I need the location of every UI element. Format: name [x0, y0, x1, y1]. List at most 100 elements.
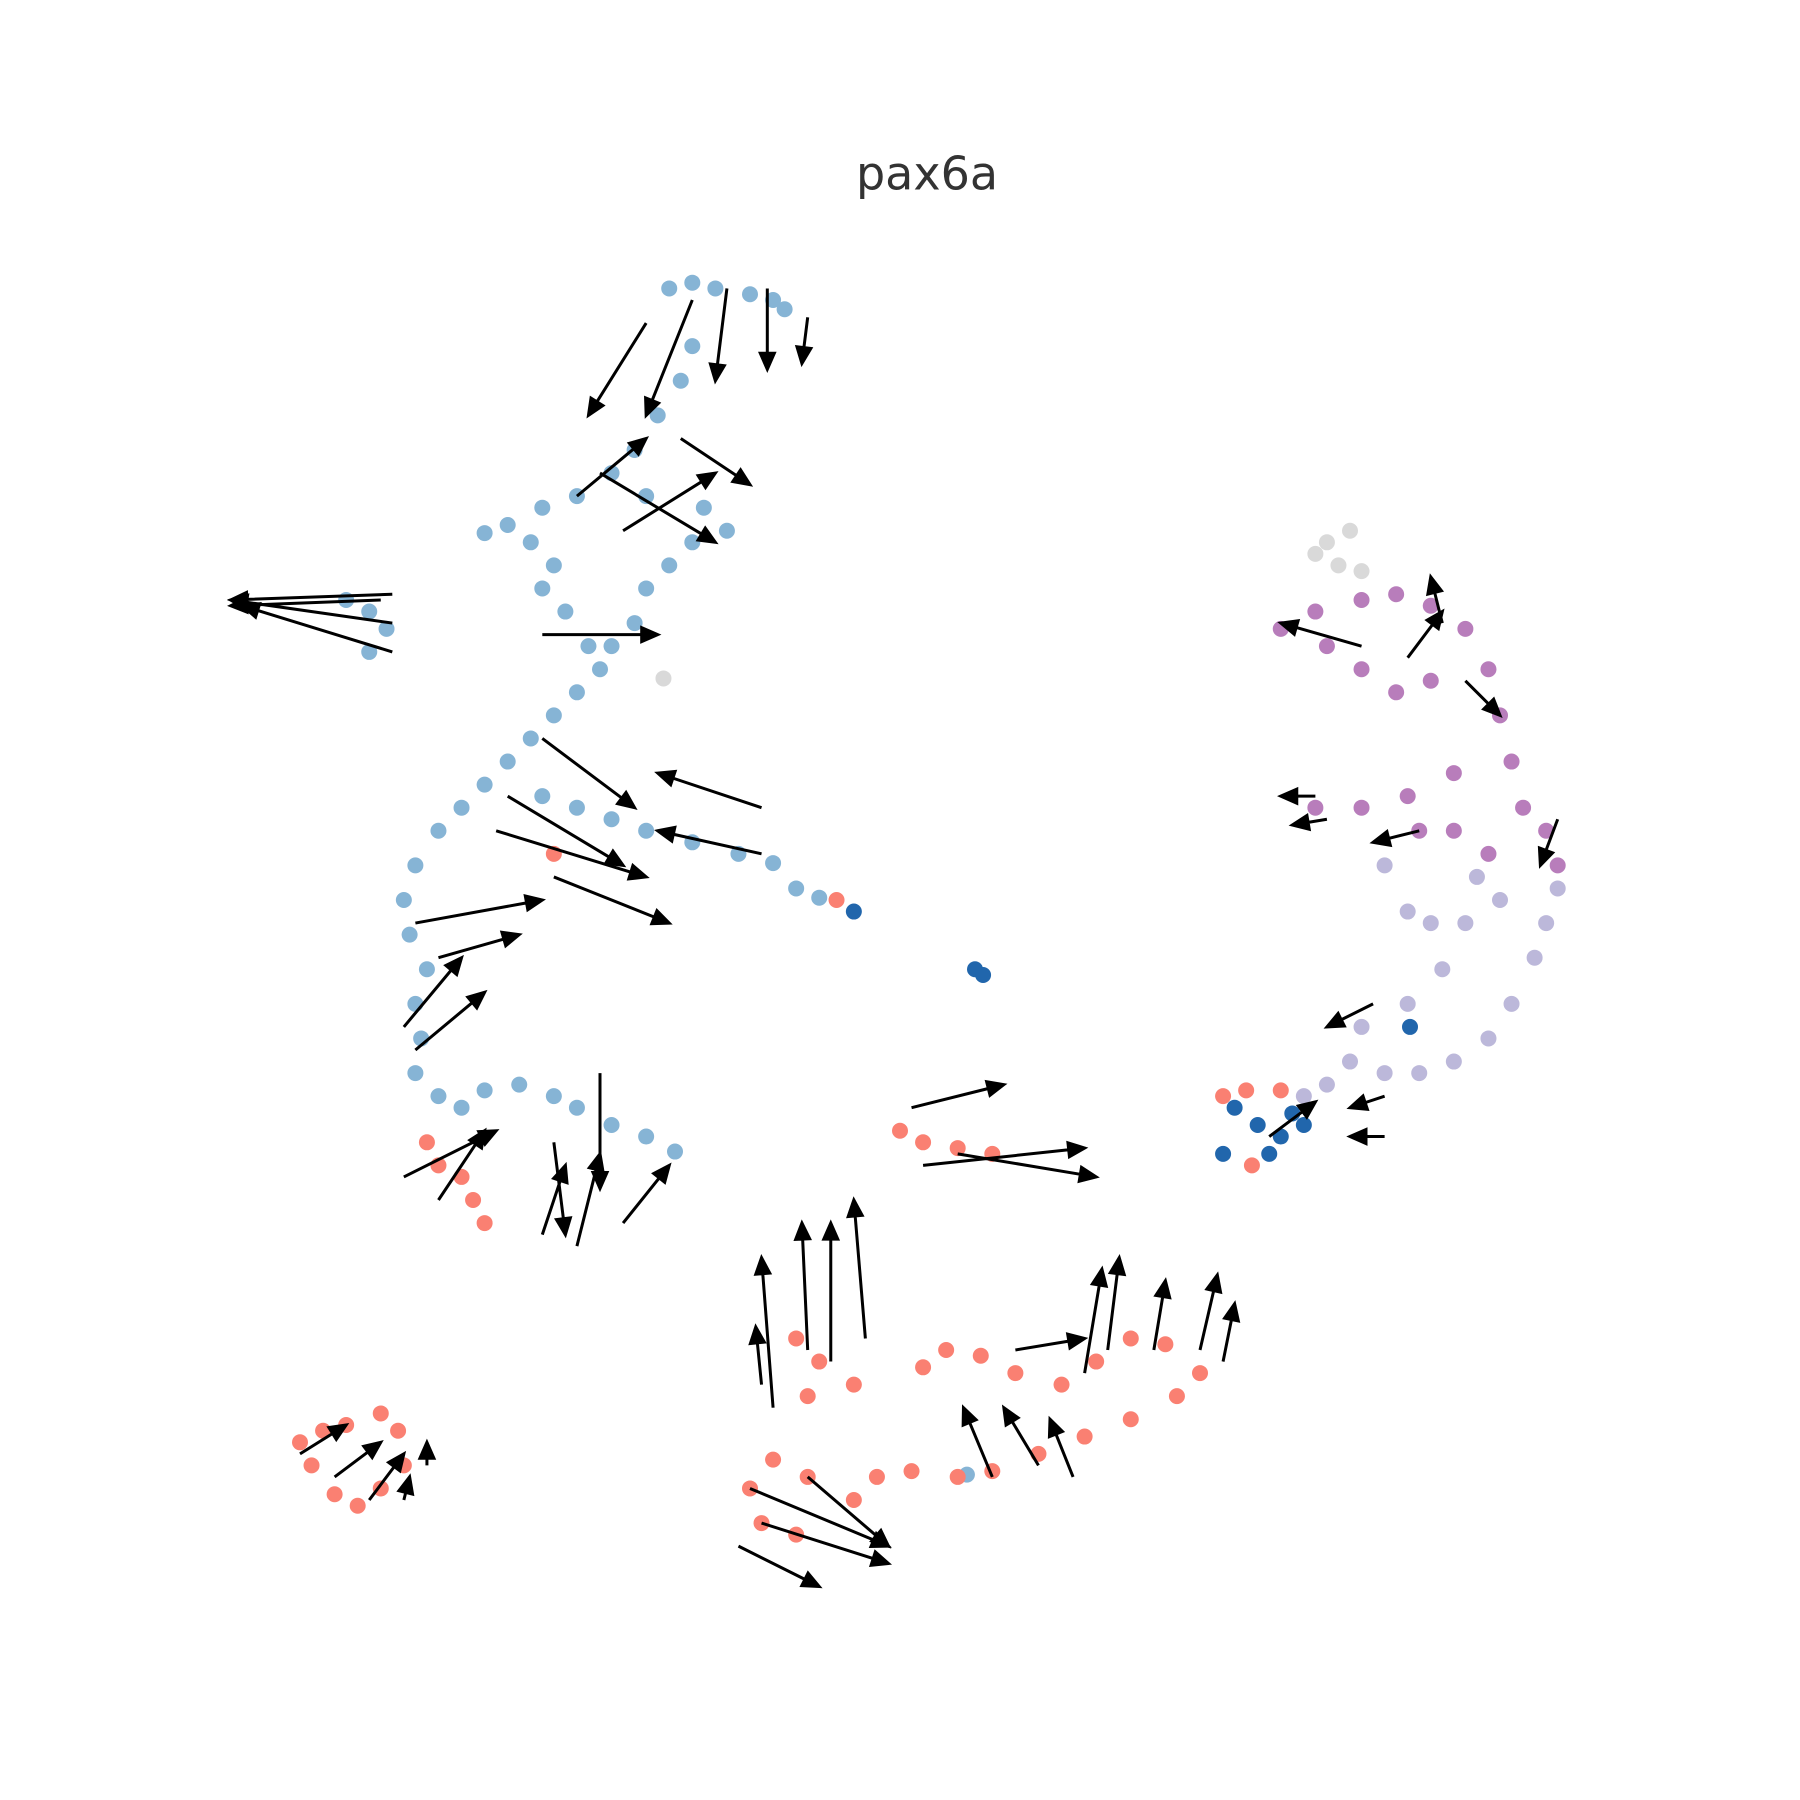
velocity-arrow: [793, 1219, 813, 1351]
cell-point: [1353, 563, 1370, 580]
velocity-arrow: [1047, 1415, 1075, 1478]
cell-point: [811, 1353, 828, 1370]
cell-point: [418, 1134, 435, 1151]
cell-point: [672, 372, 689, 389]
velocity-arrow: [599, 471, 719, 545]
cell-point: [1526, 949, 1543, 966]
cell-point: [1295, 1088, 1312, 1105]
cell-point: [1353, 661, 1370, 678]
cell-point: [303, 1457, 320, 1474]
cell-point: [1007, 1365, 1024, 1382]
cell-point: [742, 286, 758, 303]
cell-point: [799, 1388, 816, 1405]
velocity-arrow: [753, 1253, 775, 1408]
cell-point: [522, 730, 539, 747]
cell-point: [390, 1422, 407, 1439]
cell-point: [1318, 638, 1335, 655]
cell-point: [395, 892, 412, 908]
velocity-arrow: [1346, 1127, 1385, 1146]
cell-point: [638, 1128, 655, 1145]
cell-point: [1330, 557, 1347, 574]
velocity-arrow: [299, 1423, 350, 1456]
cell-point: [788, 1330, 805, 1347]
cell-point: [592, 661, 608, 678]
cell-point: [1422, 672, 1439, 689]
cell-point: [1342, 522, 1358, 539]
velocity-arrow: [1277, 786, 1316, 806]
cell-point: [1538, 822, 1555, 839]
velocity-arrow: [541, 737, 638, 810]
cell-point: [892, 1122, 908, 1139]
velocity-arrow: [821, 1219, 841, 1362]
cell-point: [603, 811, 620, 828]
velocity-arrow: [414, 989, 488, 1052]
cell-point: [1480, 845, 1497, 862]
cell-point: [1122, 1411, 1139, 1428]
velocity-arrow: [679, 437, 754, 487]
velocity-arrow: [794, 317, 814, 368]
cell-point: [1388, 586, 1405, 603]
cell-point: [361, 603, 378, 620]
cell-point: [1434, 961, 1451, 978]
cell-point: [1480, 661, 1497, 678]
cell-point: [1261, 1145, 1278, 1162]
cell-point: [1122, 1330, 1139, 1347]
cell-point: [534, 788, 551, 805]
velocity-arrow: [644, 299, 694, 419]
velocity-arrow: [495, 829, 650, 881]
cell-point: [1157, 1336, 1174, 1353]
velocity-arrow: [761, 1521, 893, 1568]
cell-point: [476, 776, 493, 793]
cell-point: [1399, 903, 1416, 920]
cell-point: [453, 1099, 470, 1116]
velocity-arrow: [911, 1079, 1008, 1110]
velocity-arrow: [1198, 1271, 1223, 1351]
cell-point: [1503, 995, 1520, 1012]
cell-point: [1457, 620, 1474, 637]
velocity-arrow: [957, 1152, 1100, 1184]
cell-point: [903, 1463, 920, 1480]
cell-point: [1549, 880, 1566, 897]
velocity-arrow: [1015, 1332, 1089, 1352]
cell-point: [418, 961, 435, 978]
cell-point: [499, 753, 516, 770]
velocity-arrow: [654, 825, 762, 856]
cell-point: [1353, 1018, 1370, 1035]
cell-point: [845, 903, 862, 920]
cell-point: [603, 638, 620, 655]
cell-point: [1295, 1117, 1312, 1133]
cell-point: [1215, 1088, 1232, 1105]
cell-point: [476, 525, 493, 542]
velocity-arrow: [1346, 1093, 1386, 1111]
velocity-arrow: [396, 1473, 415, 1501]
cell-point: [707, 280, 724, 297]
velocity-arrow: [438, 930, 523, 960]
cell-point: [1053, 1376, 1070, 1393]
velocity-arrow: [749, 1487, 892, 1549]
cell-point: [649, 407, 666, 424]
velocity-arrow: [708, 288, 729, 385]
cell-point: [845, 1492, 862, 1508]
velocity-arrow: [437, 1127, 487, 1201]
velocity-arrow: [227, 595, 381, 615]
cell-point: [1376, 857, 1393, 874]
cell-point: [1272, 1082, 1289, 1099]
cell-point: [292, 1434, 308, 1451]
cell-point: [1307, 799, 1324, 816]
cell-point: [684, 534, 701, 551]
velocity-arrow: [1268, 1099, 1319, 1138]
cell-point: [684, 338, 701, 355]
cell-point: [1445, 822, 1462, 839]
cell-point: [568, 1099, 585, 1116]
cell-point: [522, 534, 539, 551]
cell-point: [638, 580, 655, 597]
cell-point: [372, 1480, 389, 1497]
cell-point: [1243, 1157, 1260, 1174]
cell-point: [1238, 1082, 1255, 1099]
cell-point: [1388, 684, 1405, 701]
cell-point: [568, 799, 585, 816]
cell-point: [476, 1215, 493, 1232]
cell-point: [407, 857, 424, 874]
velocity-arrow: [1406, 608, 1445, 659]
